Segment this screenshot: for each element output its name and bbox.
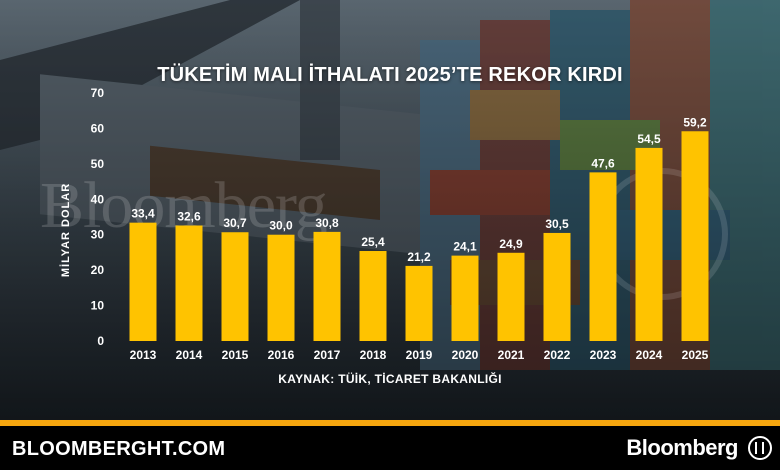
x-tick-label-2019: 2019 — [406, 348, 433, 362]
data-label-2023: 47,6 — [591, 156, 615, 170]
x-tick-label-2024: 2024 — [636, 348, 663, 362]
data-label-2013: 33,4 — [131, 207, 155, 221]
bar-2013 — [129, 222, 157, 341]
x-tick-label-2020: 2020 — [452, 348, 479, 362]
x-tick-label-2014: 2014 — [176, 348, 203, 362]
x-tick-label-2022: 2022 — [544, 348, 571, 362]
x-tick-label-2013: 2013 — [130, 348, 157, 362]
data-label-2014: 32,6 — [177, 210, 201, 224]
y-tick-label: 0 — [97, 334, 104, 348]
y-tick-label: 10 — [91, 299, 105, 313]
x-tick-label-2025: 2025 — [682, 348, 709, 362]
data-label-2024: 54,5 — [637, 132, 661, 146]
bar-chart: 0 10 20 30 40 50 60 70 33,4 2013 32,6 2014 30,7 2015 3… — [91, 86, 709, 362]
data-label-2018: 25,4 — [361, 235, 385, 249]
source-note: KAYNAK: TÜİK, TİCARET BAKANLIĞI — [278, 372, 502, 386]
x-tick-label-2021: 2021 — [498, 348, 525, 362]
y-tick-label: 50 — [91, 157, 105, 171]
x-tick-label-2023: 2023 — [590, 348, 617, 362]
bar-2022 — [543, 232, 571, 341]
bloomberg-logo-text: Bloomberg — [626, 435, 738, 460]
data-label-2017: 30,8 — [315, 216, 339, 230]
y-tick-label: 20 — [91, 263, 105, 277]
bar-2018 — [359, 251, 387, 341]
data-label-2020: 24,1 — [453, 240, 477, 254]
x-tick-label-2016: 2016 — [268, 348, 295, 362]
y-tick-label: 70 — [91, 86, 105, 100]
bar-2020 — [451, 255, 479, 341]
x-tick-label-2017: 2017 — [314, 348, 341, 362]
data-label-2019: 21,2 — [407, 250, 431, 264]
bar-2015 — [221, 232, 249, 341]
footer-bar: BLOOMBERGHT.COM Bloomberg — [0, 420, 780, 470]
data-label-2016: 30,0 — [269, 219, 293, 233]
bar-2017 — [313, 231, 341, 341]
data-label-2022: 30,5 — [545, 217, 569, 231]
bar-2021 — [497, 252, 525, 341]
bar-2016 — [267, 234, 295, 341]
bloomberg-ht-logo-icon — [748, 436, 772, 460]
chart-title: TÜKETİM MALI İTHALATI 2025’TE REKOR KIRD… — [157, 64, 623, 86]
y-tick-label: 60 — [91, 121, 105, 135]
x-tick-label-2015: 2015 — [222, 348, 249, 362]
bar-2014 — [175, 225, 203, 341]
data-label-2025: 59,2 — [683, 115, 707, 129]
bar-2023 — [589, 172, 617, 341]
y-tick-label: 30 — [91, 228, 105, 242]
site-url-link[interactable]: BLOOMBERGHT.COM — [12, 438, 226, 460]
data-label-2015: 30,7 — [223, 216, 247, 230]
bar-2024 — [635, 147, 663, 341]
bar-2019 — [405, 265, 433, 341]
data-label-2021: 24,9 — [499, 237, 523, 251]
y-tick-label: 40 — [91, 192, 105, 206]
x-tick-label-2018: 2018 — [360, 348, 387, 362]
bar-2025 — [681, 131, 709, 341]
